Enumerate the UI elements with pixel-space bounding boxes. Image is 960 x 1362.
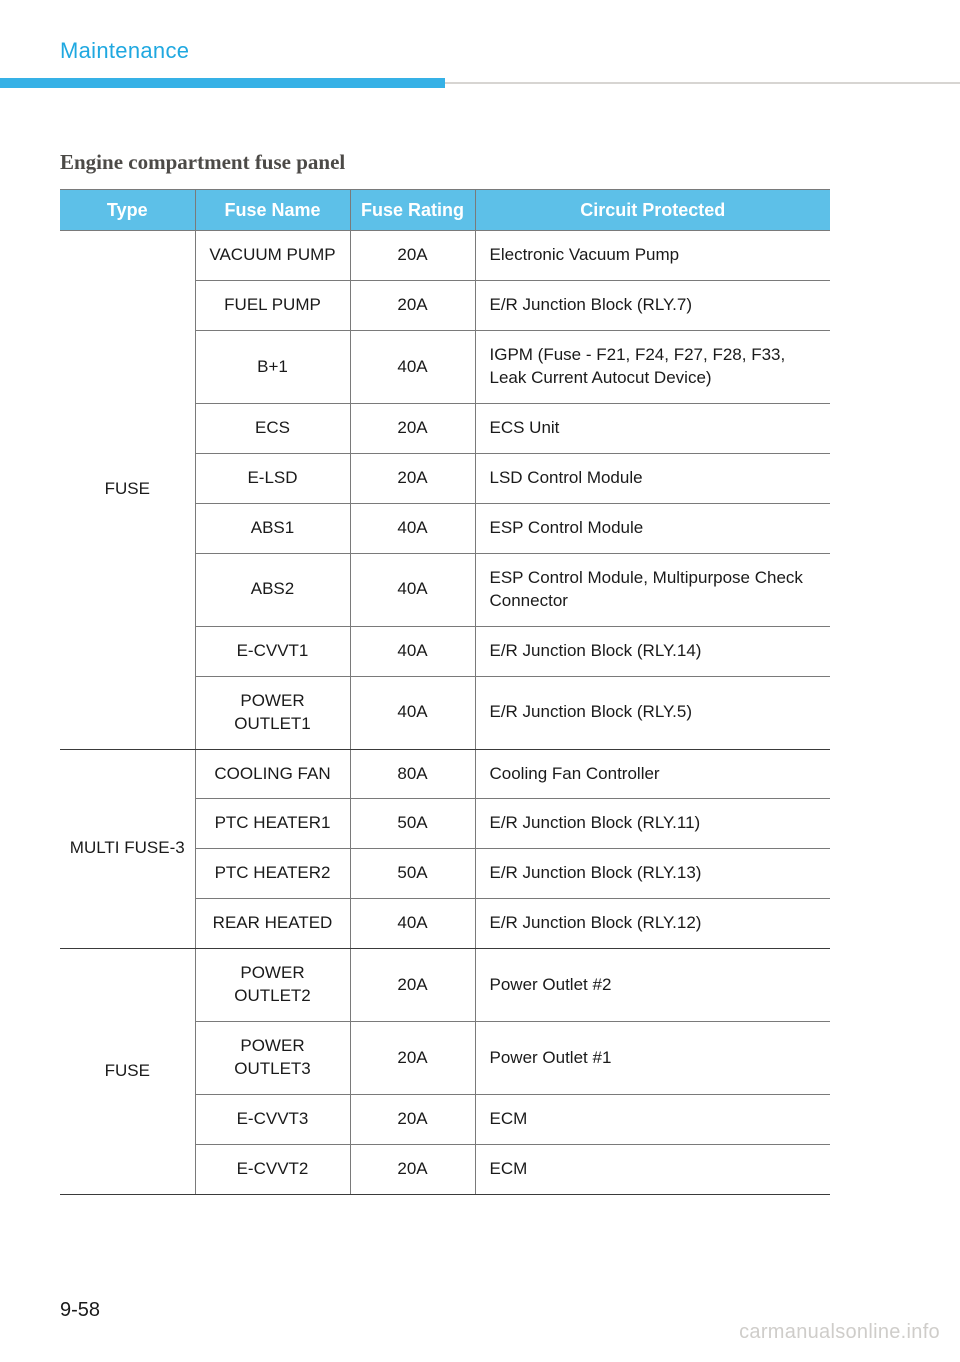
cell-circuit: LSD Control Module xyxy=(475,453,830,503)
cell-fuse-rating: 40A xyxy=(350,626,475,676)
cell-fuse-rating: 50A xyxy=(350,799,475,849)
cell-type: FUSE xyxy=(60,949,195,1195)
section-title: Engine compartment fuse panel xyxy=(60,150,870,175)
cell-fuse-rating: 40A xyxy=(350,676,475,749)
cell-circuit: E/R Junction Block (RLY.5) xyxy=(475,676,830,749)
header-rule xyxy=(0,78,960,90)
table-row: MULTI FUSE-3COOLING FAN80ACooling Fan Co… xyxy=(60,749,830,799)
page-header: Maintenance xyxy=(0,0,960,78)
cell-fuse-rating: 20A xyxy=(350,231,475,281)
cell-circuit: ESP Control Module xyxy=(475,503,830,553)
fuse-table: Type Fuse Name Fuse Rating Circuit Prote… xyxy=(60,189,830,1195)
cell-fuse-rating: 40A xyxy=(350,503,475,553)
col-header-circuit: Circuit Protected xyxy=(475,190,830,231)
cell-circuit: E/R Junction Block (RLY.14) xyxy=(475,626,830,676)
cell-fuse-rating: 20A xyxy=(350,1022,475,1095)
cell-fuse-rating: 40A xyxy=(350,899,475,949)
cell-fuse-name: POWER OUTLET1 xyxy=(195,676,350,749)
cell-fuse-name: VACUUM PUMP xyxy=(195,231,350,281)
cell-circuit: ECM xyxy=(475,1095,830,1145)
cell-fuse-name: ECS xyxy=(195,404,350,454)
cell-circuit: Power Outlet #1 xyxy=(475,1022,830,1095)
cell-circuit: E/R Junction Block (RLY.12) xyxy=(475,899,830,949)
cell-type: FUSE xyxy=(60,231,195,749)
cell-circuit: ECS Unit xyxy=(475,404,830,454)
page-content: Engine compartment fuse panel Type Fuse … xyxy=(0,90,960,1195)
cell-fuse-name: PTC HEATER2 xyxy=(195,849,350,899)
cell-circuit: E/R Junction Block (RLY.13) xyxy=(475,849,830,899)
table-head: Type Fuse Name Fuse Rating Circuit Prote… xyxy=(60,190,830,231)
manual-page: Maintenance Engine compartment fuse pane… xyxy=(0,0,960,1362)
cell-circuit: Cooling Fan Controller xyxy=(475,749,830,799)
cell-fuse-name: ABS2 xyxy=(195,553,350,626)
cell-fuse-rating: 20A xyxy=(350,453,475,503)
cell-circuit: E/R Junction Block (RLY.11) xyxy=(475,799,830,849)
cell-fuse-rating: 20A xyxy=(350,1144,475,1194)
cell-circuit: ECM xyxy=(475,1144,830,1194)
cell-circuit: Electronic Vacuum Pump xyxy=(475,231,830,281)
cell-fuse-name: POWER OUTLET3 xyxy=(195,1022,350,1095)
cell-fuse-name: PTC HEATER1 xyxy=(195,799,350,849)
cell-fuse-name: E-CVVT1 xyxy=(195,626,350,676)
cell-fuse-rating: 80A xyxy=(350,749,475,799)
cell-fuse-rating: 20A xyxy=(350,281,475,331)
cell-circuit: IGPM (Fuse - F21, F24, F27, F28, F33, Le… xyxy=(475,331,830,404)
page-number: 9-58 xyxy=(60,1299,100,1322)
table-row: FUSEPOWER OUTLET220APower Outlet #2 xyxy=(60,949,830,1022)
cell-fuse-rating: 20A xyxy=(350,1095,475,1145)
cell-fuse-rating: 50A xyxy=(350,849,475,899)
col-header-type: Type xyxy=(60,190,195,231)
cell-fuse-name: REAR HEATED xyxy=(195,899,350,949)
cell-fuse-name: ABS1 xyxy=(195,503,350,553)
table-row: FUSEVACUUM PUMP20AElectronic Vacuum Pump xyxy=(60,231,830,281)
cell-circuit: Power Outlet #2 xyxy=(475,949,830,1022)
cell-fuse-rating: 40A xyxy=(350,331,475,404)
cell-type: MULTI FUSE-3 xyxy=(60,749,195,949)
cell-fuse-rating: 40A xyxy=(350,553,475,626)
cell-fuse-name: E-CVVT2 xyxy=(195,1144,350,1194)
cell-circuit: ESP Control Module, Multipurpose Check C… xyxy=(475,553,830,626)
cell-fuse-name: COOLING FAN xyxy=(195,749,350,799)
rule-blue xyxy=(0,78,445,88)
cell-fuse-name: POWER OUTLET2 xyxy=(195,949,350,1022)
col-header-rating: Fuse Rating xyxy=(350,190,475,231)
rule-grey xyxy=(445,82,960,84)
cell-circuit: E/R Junction Block (RLY.7) xyxy=(475,281,830,331)
cell-fuse-name: FUEL PUMP xyxy=(195,281,350,331)
col-header-name: Fuse Name xyxy=(195,190,350,231)
watermark-text: carmanualsonline.info xyxy=(739,1321,940,1344)
cell-fuse-name: E-LSD xyxy=(195,453,350,503)
cell-fuse-rating: 20A xyxy=(350,949,475,1022)
chapter-title: Maintenance xyxy=(60,38,189,78)
table-body: FUSEVACUUM PUMP20AElectronic Vacuum Pump… xyxy=(60,231,830,1195)
cell-fuse-name: E-CVVT3 xyxy=(195,1095,350,1145)
cell-fuse-rating: 20A xyxy=(350,404,475,454)
cell-fuse-name: B+1 xyxy=(195,331,350,404)
